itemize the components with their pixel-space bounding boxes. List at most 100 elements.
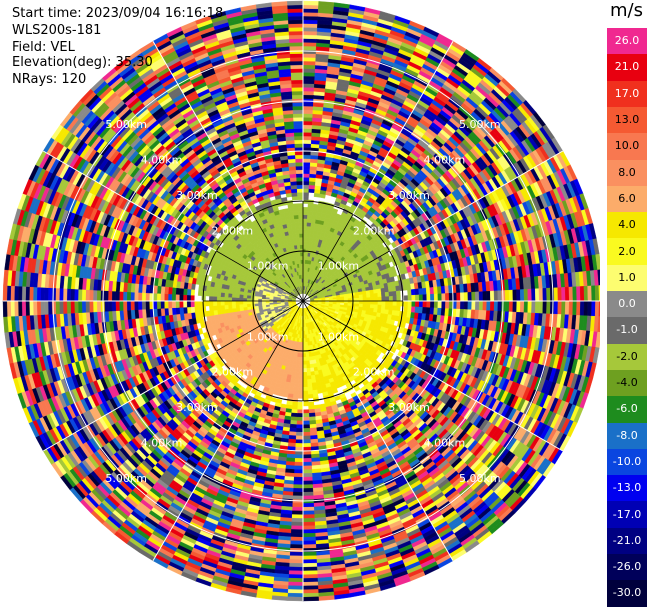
velocity-gate [298,386,304,392]
velocity-gate [305,237,310,242]
velocity-gate [294,461,304,467]
velocity-gate [414,306,420,314]
velocity-gates [2,0,600,602]
velocity-gate [512,289,518,302]
velocity-gate [302,491,314,497]
velocity-gate [441,293,446,302]
velocity-gate [471,291,476,302]
velocity-gate [302,544,317,549]
velocity-gate [542,287,548,302]
velocity-gate [302,469,313,474]
velocity-gate [291,502,304,508]
velocity-gate [305,345,309,350]
velocity-gate [407,306,412,313]
velocity-gate [388,296,394,302]
velocity-gate [302,495,314,501]
velocity-gate [396,300,401,307]
velocity-gate [289,540,304,546]
velocity-gate [302,510,315,516]
velocity-gate [418,306,424,314]
velocity-gate [309,360,314,365]
velocity-gate [287,592,304,598]
velocity-gate [385,296,390,302]
velocity-gate [467,300,473,311]
velocity-gate [557,287,563,302]
velocity-gate [369,293,375,298]
velocity-gate [294,371,300,377]
velocity-gate [302,165,311,171]
velocity-gate [430,293,435,302]
velocity-gate [302,180,310,186]
velocity-gate [373,304,379,310]
velocity-gate [302,244,307,249]
velocity-gate [519,289,525,302]
velocity-gate [302,188,310,193]
velocity-gate [425,287,431,295]
velocity-gate [297,394,304,399]
velocity-gate [302,547,317,553]
velocity-gate [370,300,375,305]
velocity-gate [377,296,383,302]
velocity-gate [302,589,319,594]
velocity-gate [302,53,317,58]
velocity-gate [292,495,304,501]
velocity-gate [302,124,313,129]
velocity-gate [293,469,304,474]
velocity-gate [302,0,319,6]
velocity-gate [302,562,318,568]
velocity-gate [433,300,439,309]
velocity-gate [362,294,367,299]
velocity-gate [302,401,309,407]
velocity-gate [302,409,310,414]
velocity-gate [302,158,311,163]
velocity-gate [302,72,316,77]
velocity-gate [302,210,308,216]
velocity-gate [297,390,304,396]
velocity-gate [302,596,319,602]
velocity-gate [309,367,315,373]
velocity-gate [308,184,316,190]
velocity-gate [594,300,600,317]
velocity-gate [373,292,379,298]
velocity-gate [305,352,310,358]
velocity-gate [288,574,304,579]
velocity-gate [591,300,596,317]
velocity-gate [437,300,443,309]
velocity-gate [553,287,559,302]
velocity-gate [441,300,446,309]
velocity-gate [302,154,311,159]
velocity-gate [299,360,304,366]
velocity-gate [531,288,536,302]
velocity-gate [302,461,312,467]
velocity-gate [302,585,319,591]
velocity-gate [302,192,309,197]
velocity-gate [302,540,317,546]
velocity-gate [302,162,311,167]
velocity-gate [388,305,394,311]
velocity-gate [306,367,311,373]
velocity-gate [418,294,424,302]
velocity-gate [380,308,386,315]
velocity-gate [302,132,313,137]
velocity-gate [354,294,360,299]
velocity-gate [302,484,314,489]
velocity-gate [302,169,311,174]
velocity-gate [292,491,304,497]
velocity-gate [302,476,313,482]
velocity-gate [292,390,299,395]
velocity-gate [306,229,311,235]
velocity-gate [291,401,298,407]
velocity-gate [549,300,555,315]
velocity-gate [373,296,379,302]
velocity-gate [302,487,314,493]
velocity-gate [307,393,314,399]
velocity-gate [298,383,304,388]
velocity-gate [302,559,317,564]
velocity-gate [519,300,525,313]
velocity-gate [358,300,364,305]
velocity-gate [293,473,304,478]
velocity-gate [411,294,416,302]
velocity-gate [289,551,304,557]
velocity-gate [291,517,304,523]
velocity-gate [316,388,323,394]
